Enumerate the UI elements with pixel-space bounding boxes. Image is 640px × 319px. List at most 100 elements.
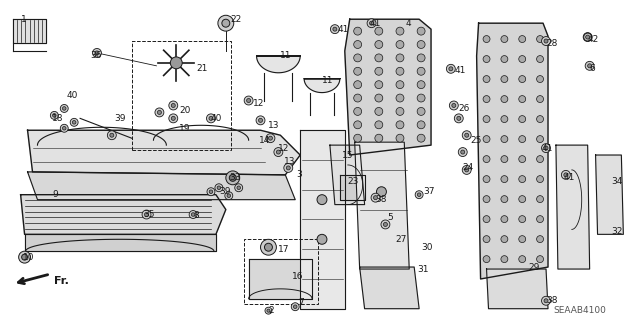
Circle shape: [452, 103, 456, 108]
Circle shape: [417, 41, 425, 48]
Circle shape: [417, 94, 425, 102]
Circle shape: [22, 254, 28, 260]
Text: 38: 38: [546, 296, 557, 305]
Text: 13: 13: [284, 158, 296, 167]
Circle shape: [354, 108, 362, 115]
Circle shape: [108, 131, 116, 140]
Text: 8: 8: [193, 211, 199, 220]
Circle shape: [276, 150, 280, 154]
Circle shape: [564, 173, 568, 177]
Circle shape: [536, 176, 543, 182]
Circle shape: [519, 156, 525, 163]
Polygon shape: [13, 19, 47, 43]
Circle shape: [317, 234, 327, 244]
Polygon shape: [477, 23, 548, 279]
Circle shape: [333, 27, 337, 31]
Circle shape: [226, 171, 240, 185]
Circle shape: [266, 134, 275, 143]
Circle shape: [142, 210, 151, 219]
Circle shape: [259, 118, 262, 122]
Circle shape: [207, 114, 216, 123]
Circle shape: [417, 121, 425, 129]
Circle shape: [157, 110, 161, 115]
Text: 33: 33: [229, 173, 240, 182]
Circle shape: [454, 114, 463, 123]
Polygon shape: [300, 130, 345, 309]
Circle shape: [536, 196, 543, 203]
Text: 36: 36: [90, 51, 102, 60]
Circle shape: [519, 196, 525, 203]
Circle shape: [189, 211, 197, 219]
Circle shape: [458, 148, 467, 157]
Text: 21: 21: [196, 64, 207, 73]
Circle shape: [267, 309, 270, 312]
Circle shape: [293, 305, 297, 308]
Circle shape: [465, 168, 468, 172]
Circle shape: [519, 136, 525, 143]
Circle shape: [72, 121, 76, 124]
Circle shape: [417, 67, 425, 75]
Circle shape: [501, 36, 508, 42]
Circle shape: [375, 41, 383, 48]
Circle shape: [519, 96, 525, 102]
Circle shape: [396, 108, 404, 115]
Circle shape: [354, 134, 362, 142]
Circle shape: [415, 191, 423, 199]
Circle shape: [95, 51, 99, 55]
Circle shape: [465, 133, 468, 137]
Circle shape: [519, 176, 525, 182]
Circle shape: [417, 81, 425, 89]
Circle shape: [155, 108, 164, 117]
Text: 11: 11: [322, 76, 333, 85]
Text: 17: 17: [278, 245, 290, 254]
Circle shape: [217, 186, 221, 189]
Circle shape: [519, 216, 525, 223]
Circle shape: [483, 115, 490, 122]
Polygon shape: [556, 145, 589, 269]
Circle shape: [218, 15, 234, 31]
Circle shape: [284, 163, 292, 172]
Circle shape: [544, 299, 548, 303]
Circle shape: [396, 54, 404, 62]
Circle shape: [383, 222, 387, 226]
Circle shape: [330, 25, 339, 33]
Circle shape: [483, 256, 490, 263]
Circle shape: [417, 108, 425, 115]
Circle shape: [260, 239, 276, 255]
Text: 23: 23: [348, 177, 359, 186]
Text: 11: 11: [280, 51, 292, 60]
Circle shape: [264, 243, 273, 251]
Text: 34: 34: [611, 177, 623, 186]
Circle shape: [501, 216, 508, 223]
Circle shape: [274, 148, 283, 157]
Polygon shape: [360, 267, 419, 309]
Circle shape: [519, 56, 525, 63]
Circle shape: [396, 41, 404, 48]
Polygon shape: [20, 195, 226, 234]
Circle shape: [544, 146, 548, 150]
Circle shape: [536, 156, 543, 163]
Circle shape: [354, 54, 362, 62]
Circle shape: [291, 303, 299, 311]
Circle shape: [449, 67, 453, 71]
Text: 28: 28: [546, 39, 557, 48]
Circle shape: [268, 136, 273, 140]
Circle shape: [207, 188, 215, 196]
Circle shape: [169, 114, 178, 123]
Text: 3: 3: [296, 170, 302, 179]
Circle shape: [536, 216, 543, 223]
Text: 13: 13: [268, 121, 280, 130]
Circle shape: [256, 116, 265, 125]
Text: 12: 12: [253, 99, 264, 108]
Circle shape: [19, 251, 31, 263]
Circle shape: [501, 96, 508, 102]
Text: 39: 39: [114, 114, 125, 123]
Circle shape: [519, 256, 525, 263]
Text: 27: 27: [396, 235, 406, 244]
Text: 7: 7: [298, 298, 304, 307]
Text: 15: 15: [342, 151, 353, 160]
Circle shape: [63, 107, 66, 110]
Circle shape: [396, 94, 404, 102]
Text: 30: 30: [421, 243, 433, 252]
Circle shape: [286, 166, 291, 170]
